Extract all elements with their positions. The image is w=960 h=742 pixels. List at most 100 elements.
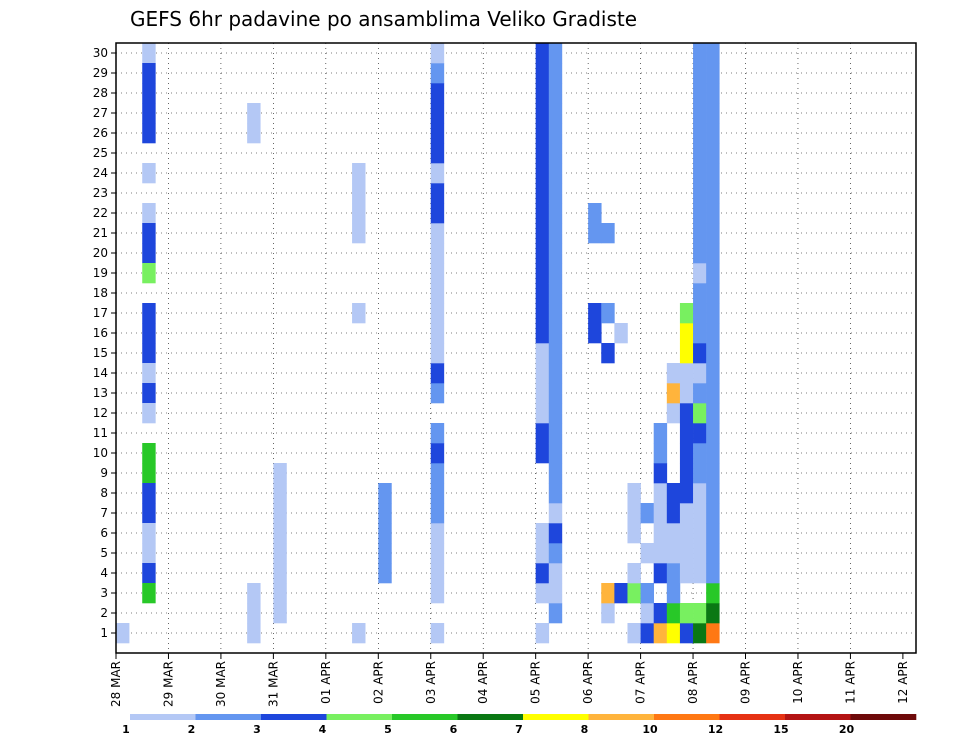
colorbar-label: 20 xyxy=(839,723,855,736)
heatmap-cell xyxy=(535,223,550,244)
heatmap-cell xyxy=(430,563,445,584)
heatmap-cell xyxy=(640,583,655,604)
x-tick-label: 30 MAR xyxy=(214,661,228,707)
heatmap-cell xyxy=(601,223,615,244)
heatmap-cell xyxy=(588,323,602,344)
heatmap-cell xyxy=(535,563,550,584)
heatmap-cell xyxy=(247,603,261,624)
heatmap-cell xyxy=(666,543,681,564)
heatmap-cell xyxy=(706,283,720,304)
heatmap-cell xyxy=(679,403,694,424)
heatmap-cell xyxy=(693,123,707,144)
heatmap-cell xyxy=(627,563,641,584)
heatmap-cell xyxy=(693,463,707,484)
heatmap-cell xyxy=(535,163,550,184)
heatmap-cell xyxy=(601,583,615,604)
heatmap-cell xyxy=(693,63,707,84)
heatmap-cell xyxy=(693,223,707,244)
heatmap-cell xyxy=(706,83,720,104)
heatmap-cell xyxy=(116,623,130,644)
heatmap-cell xyxy=(247,103,261,124)
heatmap-cell xyxy=(693,303,707,324)
heatmap-cell xyxy=(666,623,681,644)
heatmap-cell xyxy=(430,583,445,604)
heatmap-cell xyxy=(653,623,668,644)
heatmap-cell xyxy=(706,503,720,524)
y-axis-ticks: 1234567891011121314151617181920212223242… xyxy=(93,46,116,640)
heatmap-cell xyxy=(430,283,445,304)
heatmap-cell xyxy=(142,163,156,184)
y-tick-label: 1 xyxy=(100,626,108,640)
colorbar-label: 3 xyxy=(253,723,261,736)
heatmap-cell xyxy=(430,383,445,404)
heatmap-cell xyxy=(352,183,366,204)
heatmap-cell xyxy=(142,43,156,64)
x-tick-label: 31 MAR xyxy=(266,661,280,707)
heatmap-cell xyxy=(142,343,156,364)
heatmap-cell xyxy=(142,443,156,464)
colorbar-swatch xyxy=(195,714,262,720)
heatmap-cell xyxy=(548,343,563,364)
heatmap-cell xyxy=(352,223,366,244)
y-tick-label: 22 xyxy=(93,206,108,220)
heatmap-cell xyxy=(601,303,615,324)
heatmap-cell xyxy=(352,623,366,644)
heatmap-cell xyxy=(548,203,563,224)
heatmap-cell xyxy=(601,343,615,364)
heatmap-cell xyxy=(142,403,156,424)
heatmap-cell xyxy=(430,123,445,144)
heatmap-cell xyxy=(142,523,156,544)
heatmap-cell xyxy=(693,343,707,364)
heatmap-cell xyxy=(706,583,720,604)
heatmap-cell xyxy=(666,483,681,504)
heatmap-cell xyxy=(614,323,628,344)
y-tick-label: 6 xyxy=(100,526,108,540)
heatmap-cell xyxy=(430,243,445,264)
heatmap-cell xyxy=(535,343,550,364)
colorbar-label: 12 xyxy=(708,723,723,736)
heatmap-cell xyxy=(548,143,563,164)
heatmap-cell xyxy=(273,523,287,544)
heatmap-cell xyxy=(706,603,720,624)
x-tick-label: 29 MAR xyxy=(161,661,175,707)
x-tick-label: 05 APR xyxy=(529,661,543,704)
heatmap-cell xyxy=(627,503,641,524)
heatmap-cell xyxy=(693,183,707,204)
heatmap-cell xyxy=(535,383,550,404)
heatmap-cell xyxy=(693,483,707,504)
heatmap-cell xyxy=(706,123,720,144)
heatmap-cell xyxy=(548,423,563,444)
heatmap-cell xyxy=(693,143,707,164)
heatmap-cell xyxy=(693,543,707,564)
colorbar-label: 7 xyxy=(515,723,523,736)
colorbar-swatch xyxy=(326,714,393,720)
heatmap-cell xyxy=(548,283,563,304)
heatmap-cell xyxy=(706,423,720,444)
colorbar-swatch xyxy=(457,714,524,720)
heatmap-cell xyxy=(679,563,694,584)
heatmap-cell xyxy=(706,183,720,204)
heatmap-cell xyxy=(430,143,445,164)
heatmap-cell xyxy=(653,543,668,564)
heatmap-cell xyxy=(352,163,366,184)
heatmap-cell xyxy=(693,243,707,264)
heatmap-cell xyxy=(627,623,641,644)
heatmap-cell xyxy=(142,103,156,124)
heatmap-cell xyxy=(548,263,563,284)
heatmap-cell xyxy=(548,383,563,404)
heatmap-cell xyxy=(693,263,707,284)
heatmap-cell xyxy=(535,243,550,264)
heatmap-cell xyxy=(548,163,563,184)
heatmap-cell xyxy=(640,543,655,564)
x-tick-label: 28 MAR xyxy=(109,661,123,707)
x-tick-label: 07 APR xyxy=(634,661,648,704)
heatmap-cell xyxy=(430,623,445,644)
heatmap-cell xyxy=(430,503,445,524)
heatmap-cell xyxy=(601,603,615,624)
heatmap-cell xyxy=(535,583,550,604)
heatmap-cell xyxy=(142,263,156,284)
colorbar-swatch xyxy=(392,714,458,720)
y-tick-label: 26 xyxy=(93,126,108,140)
y-tick-label: 28 xyxy=(93,86,108,100)
heatmap-cell xyxy=(430,223,445,244)
